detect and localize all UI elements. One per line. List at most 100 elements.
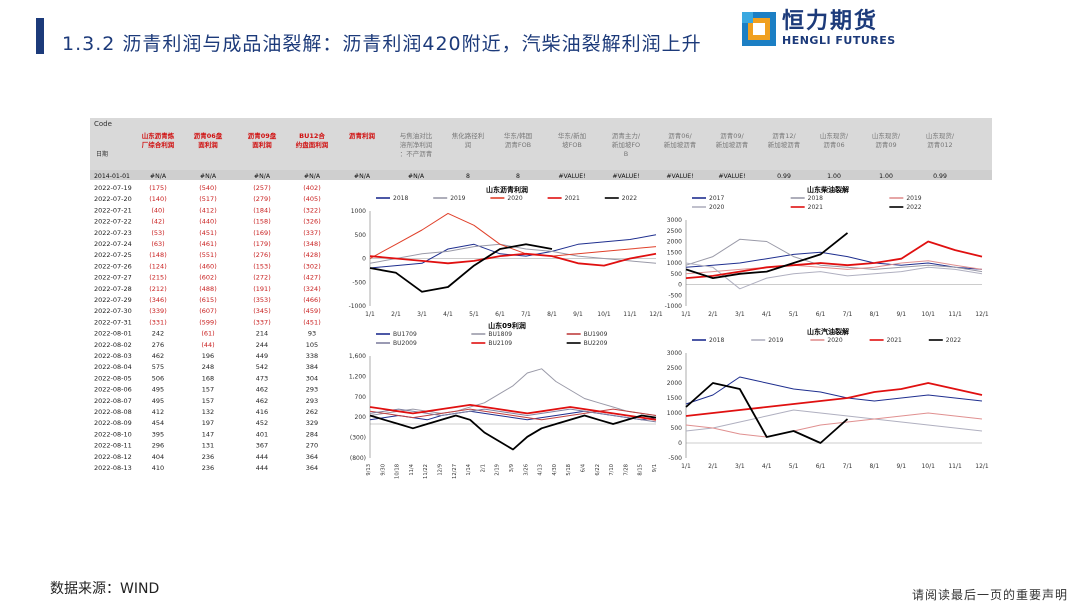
header-cell: 山东现货/沥青06: [820, 131, 849, 149]
row-value: 284: [306, 430, 318, 438]
row-value: (451): [303, 318, 320, 326]
row-value: (440): [199, 218, 216, 226]
row-value: 262: [306, 408, 318, 416]
row-value: (540): [199, 184, 216, 192]
y-tick-label: -1000: [349, 303, 367, 310]
legend-label: BU1909: [584, 331, 608, 338]
row-value: 462: [152, 352, 164, 360]
row-value: 410: [152, 464, 164, 472]
y-tick-label: -500: [668, 292, 682, 299]
y-tick-label: 3000: [667, 217, 682, 224]
row-value: 196: [202, 352, 214, 360]
legend-label: BU1709: [393, 331, 417, 338]
x-tick-label: 7/10: [609, 464, 615, 476]
ref-row-cell: #N/A: [200, 173, 217, 180]
row-value: (276): [253, 251, 270, 259]
row-value: (337): [253, 318, 270, 326]
legend-label: 2018: [709, 337, 724, 344]
legend-label: 2020: [827, 337, 842, 344]
x-tick-label: 7/1: [521, 311, 531, 318]
header-text: 沥青主力/: [612, 131, 641, 140]
row-value: (179): [253, 240, 270, 248]
y-tick-label: 2000: [667, 380, 682, 387]
header-text: 焦化路径利: [452, 131, 485, 140]
row-value: 462: [256, 397, 268, 405]
y-tick-label: (300): [350, 435, 366, 442]
row-date: 2022-08-13: [94, 464, 132, 472]
row-value: 444: [256, 453, 268, 461]
row-value: 157: [202, 386, 214, 394]
row-value: (615): [199, 296, 216, 304]
row-value: (331): [149, 318, 166, 326]
row-value: (148): [149, 251, 166, 259]
x-tick-label: 4/30: [552, 464, 558, 476]
header-text: 华东/韩国: [504, 131, 532, 140]
company-logo: 恒力期货 HENGLI FUTURES: [742, 10, 896, 47]
x-tick-label: 10/1: [597, 311, 611, 318]
row-value: 304: [306, 374, 318, 382]
header-text: 沥青12/: [772, 131, 796, 140]
row-value: (551): [199, 251, 216, 259]
y-tick-label: -500: [352, 279, 366, 286]
data-panel: Code日期山东沥青炼厂综合利润沥青06盘面利润沥青09盘面利润BU12合约盘面…: [90, 118, 992, 479]
row-value: (61): [201, 330, 214, 338]
row-value: (279): [253, 195, 270, 203]
row-value: (488): [199, 285, 216, 293]
row-value: 236: [202, 464, 214, 472]
x-tick-label: 2/1: [708, 311, 718, 318]
source-note: 数据来源：WIND: [50, 581, 160, 597]
table-header-band: [90, 118, 992, 170]
row-value: 132: [202, 408, 214, 416]
x-tick-label: 7/1: [843, 463, 853, 470]
row-value: (322): [303, 206, 320, 214]
header-text: 约盘面利润: [296, 140, 329, 149]
x-tick-label: 6/1: [495, 311, 505, 318]
header-text: 厂综合利润: [142, 140, 175, 149]
header-text: 新加坡沥青: [664, 140, 697, 149]
header-text: B: [624, 150, 628, 158]
row-value: (348): [303, 240, 320, 248]
row-date: 2022-08-11: [94, 442, 132, 450]
x-tick-label: 1/1: [681, 463, 691, 470]
row-date: 2022-08-05: [94, 374, 132, 382]
x-tick-label: 12/1: [975, 463, 989, 470]
row-value: 449: [256, 352, 268, 360]
row-value: (353): [253, 296, 270, 304]
row-value: 384: [306, 363, 318, 371]
chart-4: 山东汽油裂解 2018 2019 2020 2021 2022 3000 2500 2000 15…: [664, 326, 992, 478]
y-tick-label: 200: [355, 414, 367, 421]
header-text: 沥青06/: [668, 131, 692, 140]
legend-label: 2021: [808, 204, 823, 211]
row-value: (175): [149, 184, 166, 192]
row-value: (459): [303, 307, 320, 315]
logo-cn-text: 恒力期货: [782, 9, 879, 34]
x-tick-label: 5/1: [789, 463, 799, 470]
chart-3: 山东09利润 BU1709 BU1809 BU1909 BU2009 BU2109 BU22…: [348, 320, 666, 479]
row-value: (599): [199, 318, 216, 326]
row-value: (461): [199, 240, 216, 248]
header-text: 新加坡沥青: [768, 140, 801, 149]
row-value: (405): [303, 195, 320, 203]
header-text: 山东现货/: [872, 131, 901, 140]
row-value: 105: [306, 341, 318, 349]
row-date: 2022-07-21: [94, 206, 132, 214]
row-value: (339): [149, 307, 166, 315]
row-value: (124): [149, 262, 166, 270]
header-cell: 山东现货/沥青09: [872, 131, 901, 149]
chart-title: 山东柴油裂解: [807, 185, 849, 194]
x-tick-label: 6/22: [595, 464, 601, 476]
row-value: (63): [151, 240, 164, 248]
row-value: 542: [256, 363, 268, 371]
row-value: (337): [303, 229, 320, 237]
y-tick-label: 1,600: [349, 353, 366, 360]
row-date: 2022-07-27: [94, 274, 132, 282]
x-tick-label: 1/1: [365, 311, 375, 318]
row-value: (257): [253, 184, 270, 192]
row-value: (346): [149, 296, 166, 304]
row-date: 2022-07-30: [94, 307, 132, 315]
row-value: 462: [256, 386, 268, 394]
chart-title: 山东沥青利润: [486, 185, 528, 194]
ref-row-cell: 1.00: [827, 173, 841, 180]
header-text: 沥青09/: [720, 131, 744, 140]
